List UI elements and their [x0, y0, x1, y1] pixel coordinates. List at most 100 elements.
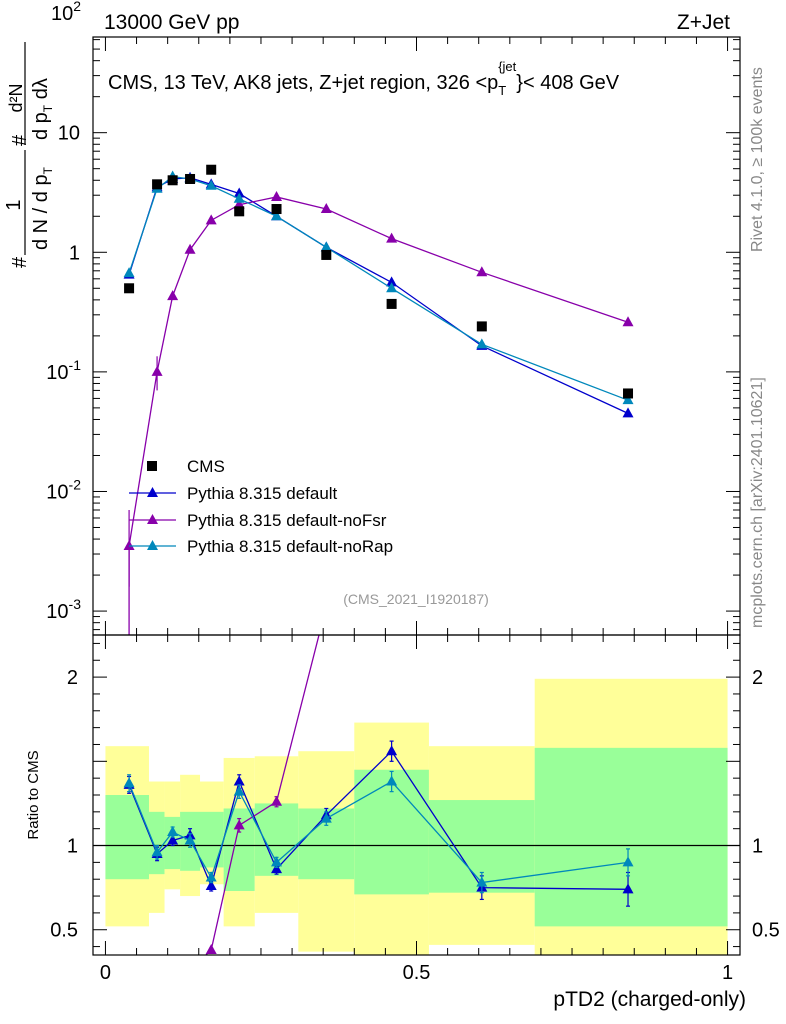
- x-tick-label: 1: [722, 962, 733, 984]
- ratio-point-norap: [386, 775, 398, 786]
- ylabel-hash-1: #: [9, 256, 31, 268]
- series-line-norap: [128, 175, 629, 401]
- series-point-norap: [205, 179, 217, 190]
- series-point-norap: [386, 282, 398, 293]
- ylabel-denom-2-sub: T: [41, 104, 55, 112]
- ratio-y-tick-label-right: 0.5: [752, 920, 780, 942]
- rivet-version-text: Rivet 4.1.0, ≥ 100k events: [749, 67, 766, 252]
- main-y-axis-label: # 1 d N / d pT # d²N d pT dλ: [3, 42, 55, 268]
- legend-label-norap: Pythia 8.315 default-noRap: [187, 537, 393, 556]
- series-point-norap: [622, 394, 634, 405]
- cms-data-point: [476, 321, 487, 332]
- ratio-point-norap: [151, 846, 163, 857]
- main-y-tick-exp: 2: [73, 0, 81, 14]
- main-y-tick-exp: -1: [69, 357, 82, 373]
- cms-data-point: [206, 164, 217, 175]
- header-left: 13000 GeV pp: [104, 11, 239, 34]
- ratio-point-norap: [123, 777, 135, 788]
- series-point-nofsr: [271, 190, 283, 201]
- mcplots-credit-text: mcplots.cern.ch [arXiv:2401.10621]: [749, 377, 766, 628]
- main-y-tick-label: 102: [51, 0, 81, 25]
- ratio-point-nofsr: [205, 943, 217, 954]
- ratio-point-norap: [205, 871, 217, 882]
- series-point-nofsr: [123, 540, 135, 551]
- series-point-nofsr: [205, 214, 217, 225]
- ratio-point-norap: [233, 785, 245, 796]
- ratio-point-default: [205, 879, 217, 890]
- cms-data-point: [167, 175, 178, 186]
- analysis-tag: (CMS_2021_I1920187): [343, 591, 489, 607]
- ylabel-denom-1-sub: T: [41, 166, 55, 174]
- ratio-panel: 0.5 0.51 12 2 0 0.5 1 Ratio to CMS pTD2 (char…: [25, 37, 780, 1011]
- ratio-y-tick-label: 0.5: [50, 920, 78, 942]
- cms-data-point: [152, 179, 163, 190]
- main-plot-area: [123, 164, 634, 635]
- legend-marker-nofsr: [147, 514, 158, 524]
- series-point-nofsr: [233, 198, 245, 209]
- main-y-tick-base: 10: [46, 362, 68, 384]
- chart-title-main: CMS, 13 TeV, AK8 jets, Z+jet region, 326…: [108, 72, 498, 94]
- legend-marker-cms: [147, 461, 157, 471]
- ratio-point-norap: [320, 812, 332, 823]
- series-point-nofsr: [184, 243, 196, 254]
- series-point-nofsr: [167, 290, 179, 301]
- series-point-norap: [476, 338, 488, 349]
- series-point-norap: [320, 241, 332, 252]
- legend-label-cms: CMS: [187, 457, 225, 476]
- x-axis-label: pTD2 (charged-only): [553, 988, 746, 1011]
- main-y-tick-exp: -3: [69, 596, 82, 612]
- ratio-point-default: [271, 863, 283, 874]
- legend-marker-default: [147, 487, 158, 497]
- series-point-default: [386, 276, 398, 287]
- legend-label-default: Pythia 8.315 default: [187, 484, 338, 503]
- main-y-tick-exp: -2: [69, 476, 82, 492]
- main-y-tick-label: 1: [69, 242, 80, 264]
- series-point-default: [233, 187, 245, 198]
- series-point-norap: [271, 210, 283, 221]
- ratio-point-norap: [271, 856, 283, 867]
- x-axis: 0 0.5 1: [100, 37, 733, 984]
- x-tick-label: 0.5: [403, 962, 431, 984]
- ratio-point-norap: [476, 876, 488, 887]
- series-point-nofsr: [622, 316, 634, 327]
- ratio-point-default: [233, 775, 245, 786]
- ratio-point-norap: [184, 834, 196, 845]
- ratio-point-norap: [167, 826, 179, 837]
- legend: CMS Pythia 8.315 default Pythia 8.315 de…: [129, 457, 393, 556]
- ylabel-denom-2-tail: dλ: [30, 78, 52, 105]
- series-point-nofsr: [386, 232, 398, 243]
- ratio-y-axis-label: Ratio to CMS: [25, 750, 42, 839]
- ylabel-numer-2: d²N: [6, 83, 26, 112]
- uncertainty-band-green: [105, 795, 149, 880]
- x-tick-label: 0: [100, 962, 111, 984]
- uncertainty-band-green: [200, 811, 224, 868]
- chart-title-sup: {jet: [498, 59, 516, 74]
- ratio-y-tick-label-right: 1: [752, 836, 763, 858]
- ylabel-denom-1-text: d N / d p: [30, 174, 52, 250]
- chart-title-sub: T: [498, 83, 506, 98]
- uncertainty-band-green: [534, 747, 728, 927]
- ylabel-denom-1: d N / d pT: [30, 166, 55, 250]
- chart-title-tail: }< 408 GeV: [516, 72, 620, 94]
- ratio-point-norap: [622, 856, 634, 867]
- cms-data-point: [271, 204, 282, 215]
- ratio-y-tick-label-right: 2: [752, 667, 763, 689]
- series-point-nofsr: [476, 266, 488, 277]
- series-point-default: [622, 407, 634, 418]
- legend-marker-norap: [147, 540, 158, 550]
- ylabel-denom-2: d pT dλ: [30, 78, 55, 140]
- main-y-tick-base: 10: [46, 601, 68, 623]
- ratio-point-default: [167, 834, 179, 845]
- cms-data-point: [185, 173, 196, 184]
- ylabel-numer-1: 1: [3, 199, 25, 210]
- ratio-plot-area: [93, 635, 740, 955]
- main-y-tick-base: 10: [51, 3, 73, 25]
- main-y-tick-label: 10: [58, 123, 80, 145]
- series-point-norap: [123, 267, 135, 278]
- series-line-default: [128, 177, 629, 414]
- main-y-tick-base: 10: [46, 481, 68, 503]
- cms-data-point: [623, 388, 634, 399]
